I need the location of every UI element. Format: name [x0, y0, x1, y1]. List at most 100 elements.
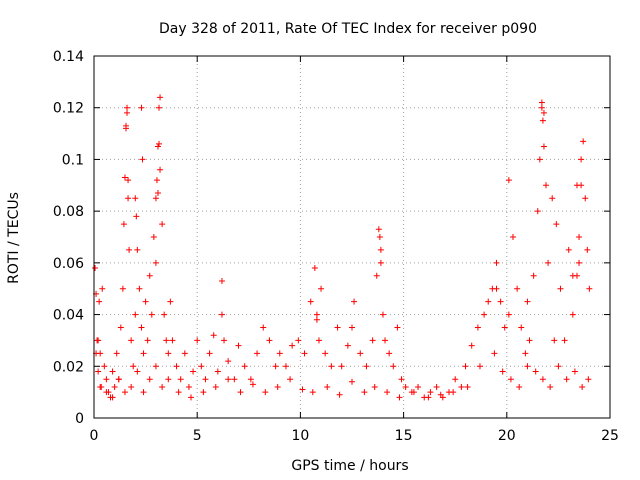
data-point: [576, 234, 583, 240]
data-point: [543, 182, 550, 189]
data-point: [369, 337, 376, 344]
data-point: [394, 324, 401, 331]
data-point: [175, 389, 182, 396]
data-point: [225, 376, 232, 383]
data-point: [169, 337, 176, 344]
data-point: [177, 376, 184, 383]
data-point: [402, 383, 409, 390]
y-tick-label: 0: [75, 411, 84, 427]
data-point: [379, 311, 386, 318]
data-point: [198, 363, 205, 370]
data-point: [254, 350, 261, 357]
data-point: [154, 143, 161, 150]
data-point: [159, 383, 166, 390]
data-point: [150, 234, 157, 240]
data-point: [152, 363, 159, 370]
data-point: [138, 324, 145, 331]
data-point: [156, 140, 163, 147]
data-point: [161, 311, 168, 318]
data-point: [433, 383, 440, 390]
data-point: [437, 391, 444, 398]
data-points: [92, 94, 593, 401]
data-point: [344, 342, 351, 349]
data-point: [539, 376, 546, 383]
data-point: [375, 226, 382, 233]
data-point: [185, 383, 192, 390]
data-point: [516, 383, 523, 390]
data-point: [120, 221, 127, 228]
data-point: [415, 383, 422, 390]
data-point: [194, 337, 201, 344]
data-point: [505, 177, 512, 184]
data-point: [134, 246, 141, 253]
data-point: [363, 363, 370, 370]
data-point: [390, 363, 397, 370]
data-point: [328, 363, 335, 370]
data-point: [140, 350, 147, 357]
data-point: [247, 376, 254, 383]
data-point: [549, 195, 556, 202]
data-point: [103, 389, 110, 396]
data-point: [540, 109, 547, 116]
data-point: [349, 324, 355, 331]
data-point: [322, 350, 329, 357]
data-point: [299, 386, 306, 393]
x-tick-label: 25: [601, 428, 619, 444]
data-point: [260, 324, 267, 331]
data-point: [507, 376, 514, 383]
data-point: [553, 221, 560, 228]
y-tick-label: 0.1: [62, 152, 84, 168]
data-point: [146, 272, 153, 279]
data-point: [536, 156, 543, 163]
data-point: [377, 259, 384, 266]
data-point: [128, 383, 135, 390]
data-point: [557, 285, 564, 292]
data-point: [153, 177, 160, 184]
data-point: [188, 394, 195, 401]
data-point: [136, 285, 143, 292]
data-point: [377, 246, 384, 253]
data-point: [351, 298, 358, 305]
data-point: [225, 358, 232, 365]
data-point: [165, 376, 172, 383]
data-point: [134, 368, 141, 375]
data-point: [163, 337, 170, 344]
data-point: [565, 246, 572, 253]
data-point: [212, 383, 219, 390]
data-point: [576, 259, 583, 266]
data-point: [584, 246, 591, 253]
y-axis-label: ROTI / TECUs: [6, 192, 22, 284]
data-point: [119, 285, 126, 292]
data-point: [121, 174, 128, 181]
x-tick-label: 0: [90, 428, 99, 444]
data-point: [538, 104, 545, 111]
data-point: [218, 311, 225, 318]
data-point: [157, 166, 164, 173]
data-point: [132, 311, 139, 318]
data-point: [142, 298, 149, 305]
data-point: [573, 182, 580, 189]
data-point: [361, 389, 368, 396]
data-point: [586, 285, 593, 292]
data-point: [301, 350, 308, 357]
data-point: [165, 350, 172, 357]
data-point: [214, 368, 221, 375]
data-point: [101, 363, 108, 370]
x-tick-label: 20: [498, 428, 516, 444]
data-point: [561, 337, 568, 344]
data-point: [144, 337, 151, 344]
data-point: [338, 363, 345, 370]
data-point: [474, 324, 481, 331]
data-point: [148, 311, 155, 318]
chart-title: Day 328 of 2011, Rate Of TEC Index for r…: [159, 21, 537, 37]
data-point: [540, 143, 547, 150]
data-point: [95, 368, 102, 375]
data-point: [152, 195, 159, 202]
data-point: [569, 311, 576, 318]
data-point: [458, 383, 465, 390]
y-tick-label: 0.14: [53, 49, 84, 65]
data-point: [117, 324, 124, 331]
data-point: [190, 368, 197, 375]
y-tick-label: 0.08: [53, 204, 84, 220]
